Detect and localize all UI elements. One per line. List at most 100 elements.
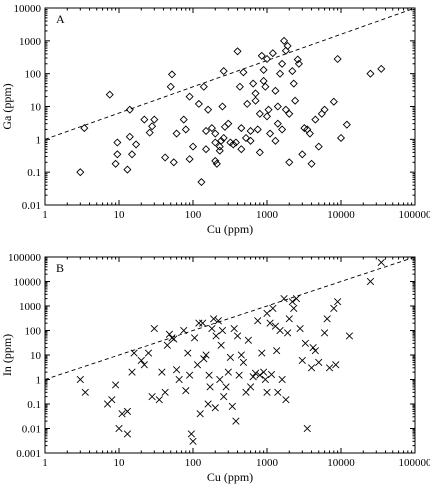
data-point bbox=[181, 125, 190, 134]
data-point bbox=[211, 156, 220, 165]
data-point bbox=[123, 407, 132, 415]
data-point bbox=[217, 341, 225, 349]
y-tick-label: 0.01 bbox=[22, 200, 41, 212]
data-point bbox=[228, 402, 236, 410]
data-point bbox=[219, 133, 228, 143]
y-tick-label: 100 bbox=[25, 326, 42, 338]
data-point bbox=[311, 347, 319, 355]
data-point bbox=[185, 155, 194, 164]
data-point bbox=[168, 334, 176, 342]
x-tick-label: 100 bbox=[185, 457, 202, 469]
x-tick-label: 10 bbox=[114, 209, 126, 221]
data-point bbox=[296, 324, 304, 333]
data-point bbox=[271, 86, 280, 95]
data-point bbox=[259, 76, 268, 85]
data-point bbox=[283, 41, 292, 50]
data-point bbox=[274, 388, 282, 396]
data-point bbox=[330, 304, 338, 312]
data-point bbox=[76, 375, 84, 384]
data-point bbox=[281, 105, 290, 114]
data-point bbox=[288, 67, 297, 76]
data-point bbox=[276, 326, 284, 335]
data-point bbox=[263, 309, 271, 317]
data-point bbox=[172, 366, 181, 374]
data-point bbox=[251, 369, 260, 377]
data-point bbox=[201, 126, 211, 135]
data-point bbox=[285, 109, 294, 118]
data-point bbox=[292, 295, 301, 303]
data-point bbox=[305, 129, 314, 138]
y-axis-title: In (ppm) bbox=[0, 334, 14, 376]
data-point bbox=[217, 136, 226, 145]
data-point bbox=[140, 115, 149, 124]
data-point bbox=[189, 437, 197, 445]
data-point bbox=[206, 383, 214, 391]
y-tick-label: 0.1 bbox=[27, 167, 41, 179]
data-point bbox=[262, 54, 272, 64]
data-point bbox=[211, 138, 220, 147]
data-point bbox=[76, 168, 85, 177]
data-point bbox=[317, 109, 326, 118]
data-point bbox=[280, 295, 288, 303]
data-point bbox=[269, 304, 277, 312]
data-point bbox=[205, 371, 213, 379]
data-point bbox=[257, 51, 266, 60]
data-point bbox=[163, 341, 171, 349]
data-point bbox=[237, 351, 245, 359]
data-point bbox=[315, 358, 323, 366]
data-point bbox=[345, 332, 354, 340]
data-point bbox=[307, 159, 316, 168]
x-tick-label: 10000 bbox=[327, 457, 355, 469]
data-point bbox=[118, 410, 126, 418]
data-point bbox=[184, 349, 192, 357]
plot-frame bbox=[44, 7, 416, 206]
data-point bbox=[80, 124, 89, 133]
data-point bbox=[282, 396, 290, 404]
data-point bbox=[273, 347, 281, 355]
data-point bbox=[259, 65, 268, 74]
data-point bbox=[199, 319, 207, 327]
data-point bbox=[175, 375, 183, 384]
data-point bbox=[278, 375, 286, 384]
data-point bbox=[285, 315, 293, 323]
data-point bbox=[309, 344, 317, 352]
data-point bbox=[246, 126, 255, 135]
data-point bbox=[264, 105, 273, 114]
x-axis-title: Cu (ppm) bbox=[207, 222, 253, 236]
data-point bbox=[298, 356, 306, 365]
data-point bbox=[239, 358, 248, 366]
data-point bbox=[204, 400, 212, 408]
data-point bbox=[232, 417, 240, 425]
data-point bbox=[222, 383, 230, 391]
data-point bbox=[169, 158, 178, 167]
x-tick-label: 10 bbox=[114, 457, 126, 469]
data-point bbox=[284, 329, 292, 337]
y-axis-title: Ga (ppm) bbox=[0, 83, 14, 129]
data-point bbox=[262, 112, 272, 121]
data-point bbox=[280, 36, 289, 45]
data-point bbox=[231, 138, 240, 147]
plot-frame bbox=[44, 256, 416, 454]
data-point bbox=[182, 387, 190, 395]
data-point bbox=[202, 351, 210, 359]
data-point bbox=[366, 277, 375, 286]
data-point bbox=[220, 393, 228, 401]
data-point bbox=[268, 49, 277, 58]
data-point bbox=[113, 150, 122, 159]
data-point bbox=[242, 388, 250, 396]
data-point bbox=[212, 159, 221, 168]
data-point bbox=[258, 349, 266, 357]
data-point bbox=[333, 54, 342, 64]
data-point bbox=[255, 148, 264, 157]
data-point bbox=[200, 355, 208, 363]
data-point bbox=[216, 375, 224, 384]
data-point bbox=[161, 153, 170, 162]
data-point bbox=[233, 47, 242, 56]
data-point bbox=[290, 304, 298, 312]
data-point bbox=[81, 388, 89, 396]
data-point bbox=[201, 145, 211, 154]
data-point bbox=[145, 128, 154, 137]
data-point bbox=[197, 178, 206, 187]
data-point bbox=[193, 361, 202, 369]
